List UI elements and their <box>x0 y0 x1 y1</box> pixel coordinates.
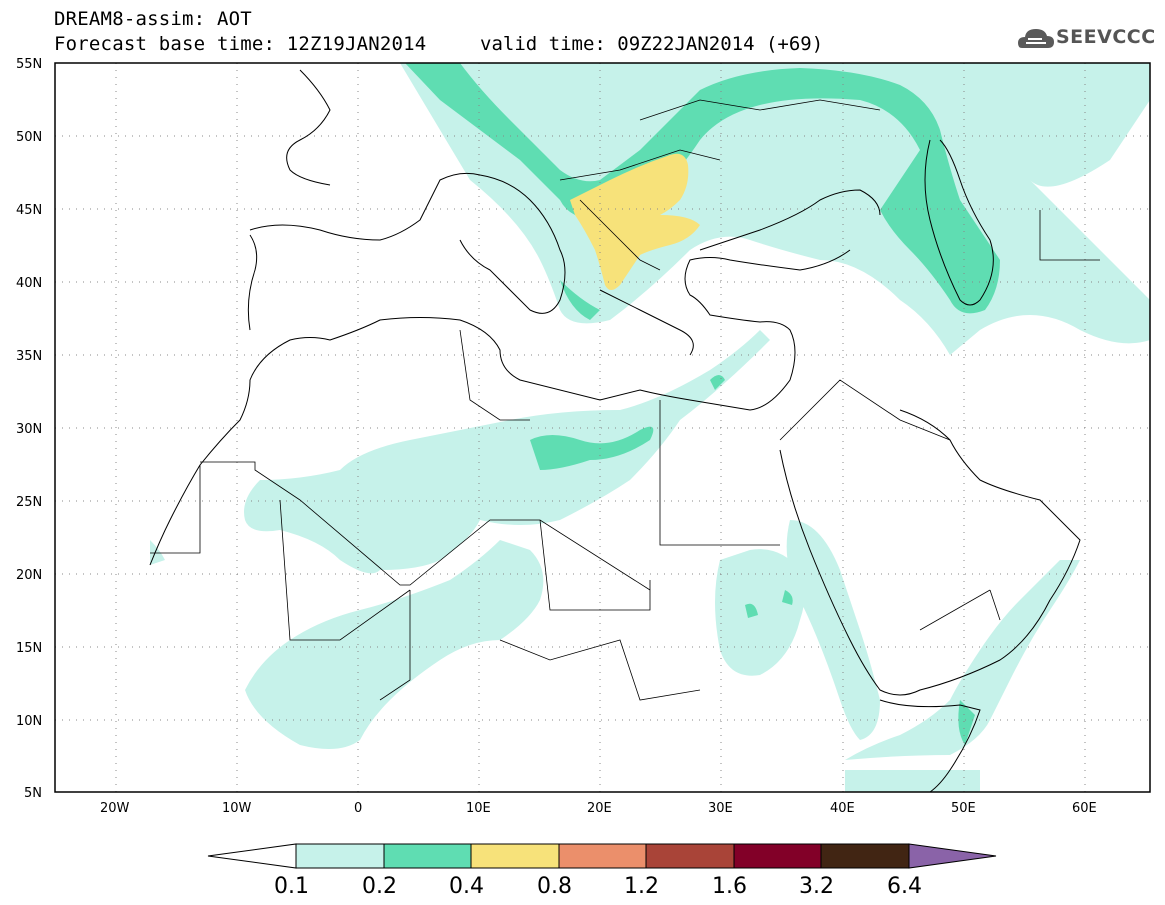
colorbar-over-arrow <box>908 843 997 869</box>
colorbar-box <box>295 843 385 869</box>
colorbar-label: 3.2 <box>799 874 834 899</box>
colorbar-box <box>558 843 647 869</box>
title-line-1: DREAM8-assim: AOT <box>54 8 252 30</box>
latitude-labels: 55N 50N 45N 40N 35N 30N 25N 20N 15N 10N … <box>16 57 42 801</box>
colorbar <box>207 843 997 869</box>
colorbar-label: 0.8 <box>537 874 572 899</box>
colorbar-box <box>820 843 910 869</box>
colorbar-labels: 0.1 0.2 0.4 0.8 1.2 1.6 3.2 6.4 <box>274 874 922 899</box>
lat-label: 40N <box>16 276 42 291</box>
lon-label: 60E <box>1072 801 1097 816</box>
lon-label: 20E <box>587 801 612 816</box>
cloud-logo-icon <box>1018 29 1054 48</box>
lat-label: 30N <box>16 422 42 437</box>
colorbar-box <box>470 843 560 869</box>
colorbar-label: 0.1 <box>274 874 309 899</box>
lon-label: 10E <box>466 801 491 816</box>
lat-label: 35N <box>16 349 42 364</box>
lat-label: 50N <box>16 130 42 145</box>
lon-label: 50E <box>951 801 976 816</box>
lat-label: 10N <box>16 714 42 729</box>
map-frame <box>54 62 1151 793</box>
longitude-labels: 20W 10W 0 10E 20E 30E 40E 50E 60E <box>100 801 1097 816</box>
colorbar-under-arrow <box>207 843 297 869</box>
lon-label: 10W <box>222 801 252 816</box>
lon-label: 20W <box>100 801 130 816</box>
colorbar-label: 0.4 <box>449 874 484 899</box>
lon-label: 40E <box>830 801 855 816</box>
lat-label: 20N <box>16 568 42 583</box>
valid-time: valid time: 09Z22JAN2014 (+69) <box>480 33 824 55</box>
graticule <box>55 63 1150 792</box>
lat-label: 5N <box>24 786 42 801</box>
colorbar-label: 6.4 <box>887 874 922 899</box>
lat-label: 45N <box>16 203 42 218</box>
colorbar-label: 1.2 <box>624 874 659 899</box>
lat-label: 15N <box>16 641 42 656</box>
coastlines <box>149 69 1081 793</box>
colorbar-label: 0.2 <box>362 874 397 899</box>
colorbar-label: 1.6 <box>712 874 747 899</box>
lon-label: 0 <box>354 801 362 816</box>
colorbar-box <box>645 843 735 869</box>
borders <box>150 99 1100 701</box>
lat-label: 55N <box>16 57 42 72</box>
title-line-2: Forecast base time: 12Z19JAN2014 <box>54 33 427 55</box>
colorbar-box <box>383 843 472 869</box>
colorbar-box <box>733 843 822 869</box>
logo-text: SEEVCCC <box>1056 26 1156 48</box>
lon-label: 30E <box>708 801 733 816</box>
lat-label: 25N <box>16 495 42 510</box>
